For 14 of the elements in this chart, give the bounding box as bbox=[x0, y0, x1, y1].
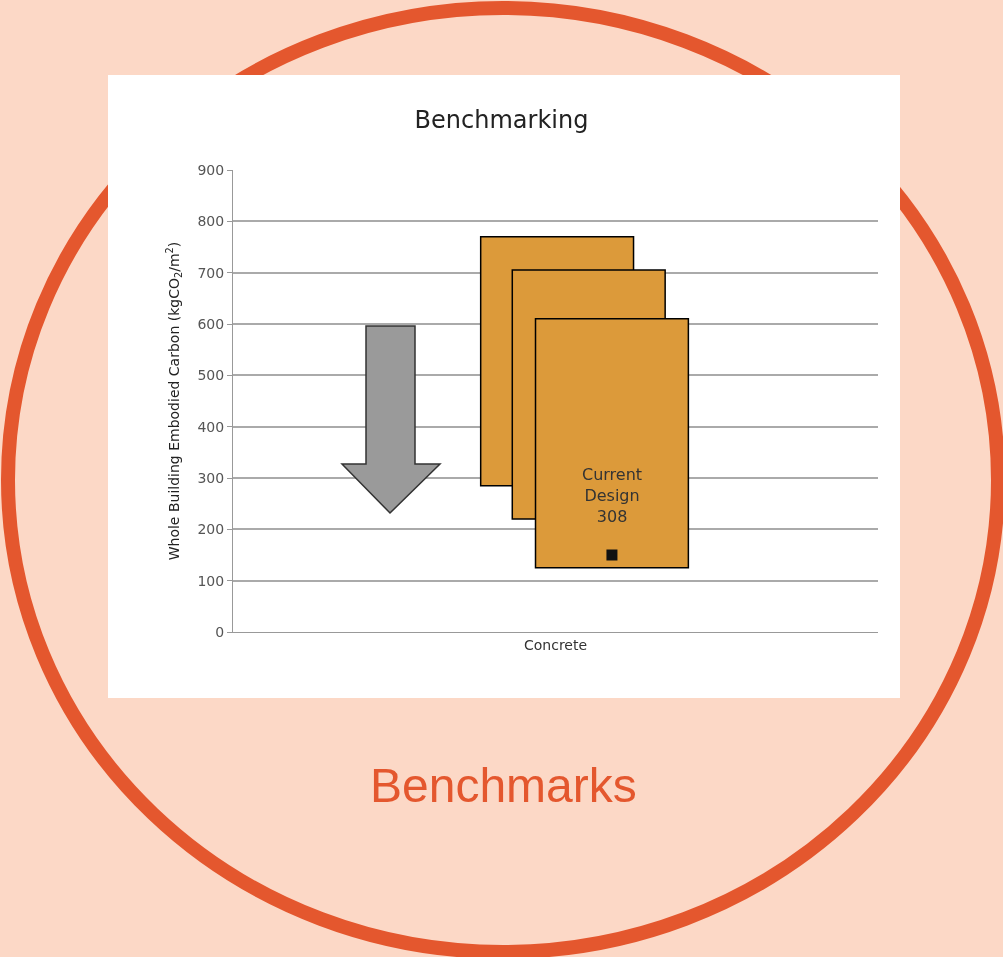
y-tick-label: 500 bbox=[197, 367, 225, 384]
y-tick-label: 800 bbox=[197, 213, 225, 230]
y-tick-label: 400 bbox=[197, 418, 225, 435]
x-tick-label: Concrete bbox=[523, 636, 588, 653]
y-tick-label: 600 bbox=[197, 315, 225, 332]
y-tick-label: 200 bbox=[197, 521, 225, 538]
y-tick-label: 0 bbox=[215, 623, 225, 640]
chart-title: Benchmarking bbox=[414, 106, 589, 135]
annotation: Current Design 308 bbox=[582, 465, 643, 526]
y-tick-label: 900 bbox=[197, 161, 225, 178]
y-tick-label: 700 bbox=[197, 264, 225, 281]
y-tick-label: 300 bbox=[197, 469, 225, 486]
y-tick-label: 100 bbox=[197, 572, 225, 589]
text: Benchmarks bbox=[370, 759, 637, 812]
